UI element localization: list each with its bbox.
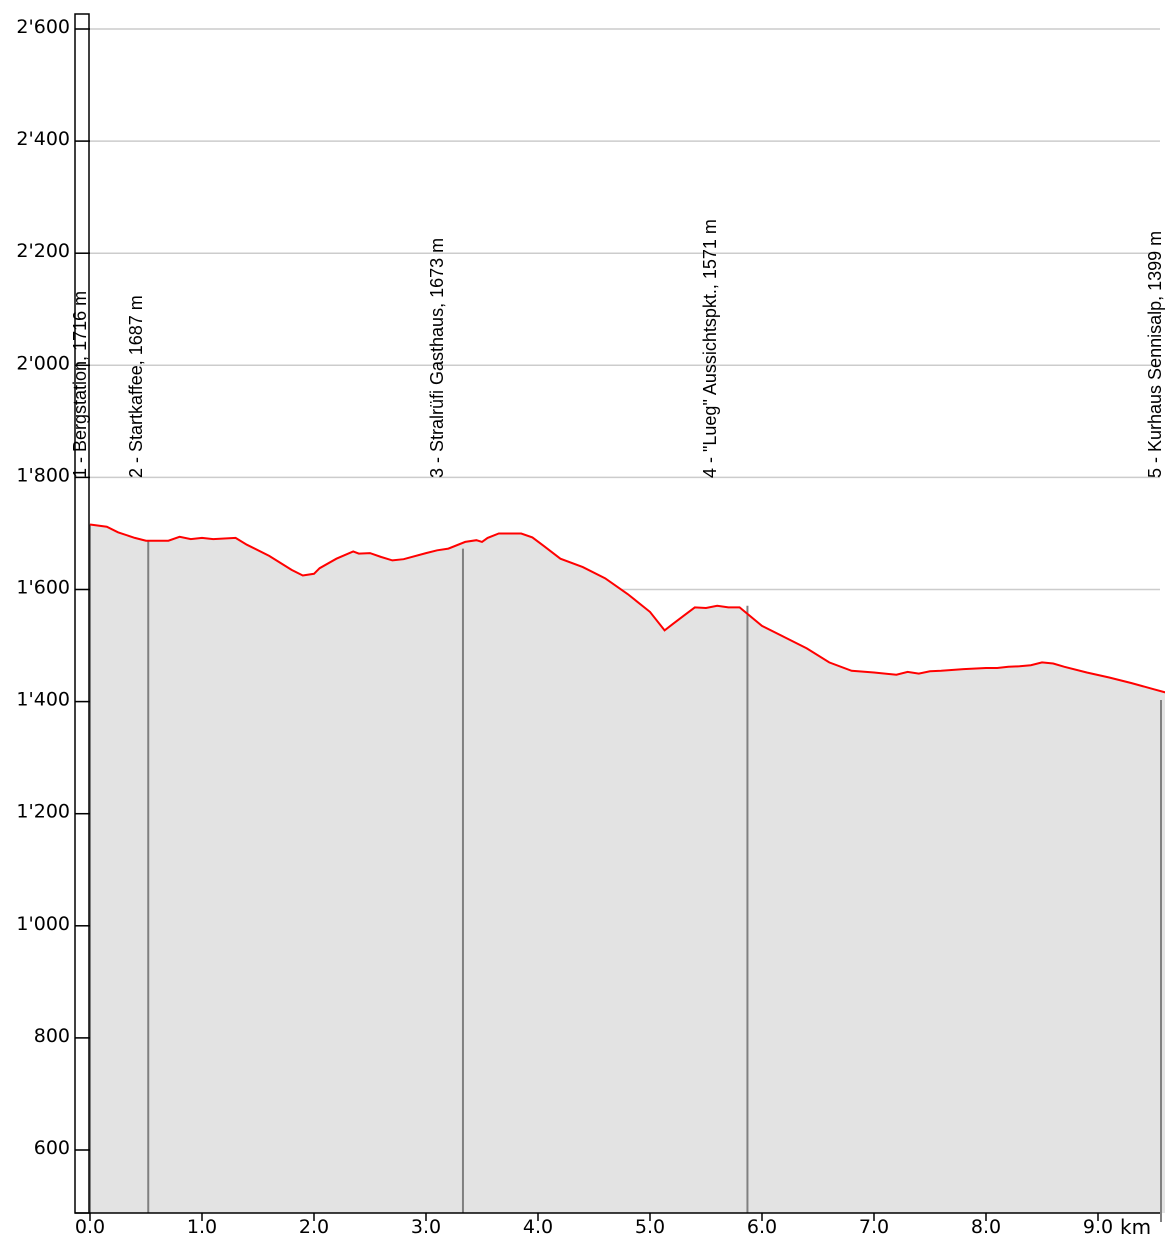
waypoint-label: 1 - Bergstation, 1716 m xyxy=(70,291,90,478)
x-tick-label: 0.0 xyxy=(75,1216,105,1238)
axes xyxy=(74,13,1162,1222)
x-tick-label: 9.0 xyxy=(1083,1216,1113,1238)
y-tick-label: 800 xyxy=(34,1025,70,1047)
waypoint-label: 5 - Kurhaus Sennisalp, 1399 m xyxy=(1145,231,1165,478)
y-axis-ticks: 600 800 1'000 1'200 1'400 1'600 1'800 2'000 2'20… xyxy=(16,16,90,1159)
waypoint-label: 4 - "Lueg" Aussichtspkt., 1571 m xyxy=(700,219,720,478)
x-tick-label: 4.0 xyxy=(523,1216,553,1238)
elevation-area xyxy=(90,524,1165,1213)
x-tick-label: 1.0 xyxy=(187,1216,217,1238)
y-tick-label: 1'600 xyxy=(16,577,70,599)
y-tick-label: 600 xyxy=(34,1137,70,1159)
x-tick-label: 6.0 xyxy=(747,1216,777,1238)
y-tick-label: 1'000 xyxy=(16,913,70,935)
waypoint-markers xyxy=(89,524,749,1213)
y-tick-label: 2'400 xyxy=(16,128,70,150)
x-tick-label: 2.0 xyxy=(299,1216,329,1238)
y-tick-label: 1'200 xyxy=(16,801,70,823)
waypoint-labels: 1 - Bergstation, 1716 m 2 - Startkaffee, … xyxy=(70,219,1165,478)
x-tick-label: 7.0 xyxy=(859,1216,889,1238)
x-tick-label: 5.0 xyxy=(635,1216,665,1238)
elevation-line xyxy=(89,523,1165,694)
waypoint-label: 3 - Stralrüfi Gasthaus, 1673 m xyxy=(427,238,447,478)
x-axis-unit-label: km xyxy=(1120,1215,1151,1238)
y-tick-label: 2'000 xyxy=(16,352,70,374)
y-tick-label: 1'400 xyxy=(16,689,70,711)
y-tick-label: 2'200 xyxy=(16,240,70,262)
x-tick-label: 8.0 xyxy=(971,1216,1001,1238)
x-axis-ticks: 0.0 1.0 2.0 3.0 4.0 5.0 6.0 7.0 8.0 9.0 xyxy=(75,1213,1113,1238)
y-tick-label: 2'600 xyxy=(16,16,70,38)
waypoint-label: 2 - Startkaffee, 1687 m xyxy=(126,295,146,478)
y-axis-bar xyxy=(74,13,90,1214)
x-tick-label: 3.0 xyxy=(411,1216,441,1238)
y-tick-label: 1'800 xyxy=(16,464,70,486)
